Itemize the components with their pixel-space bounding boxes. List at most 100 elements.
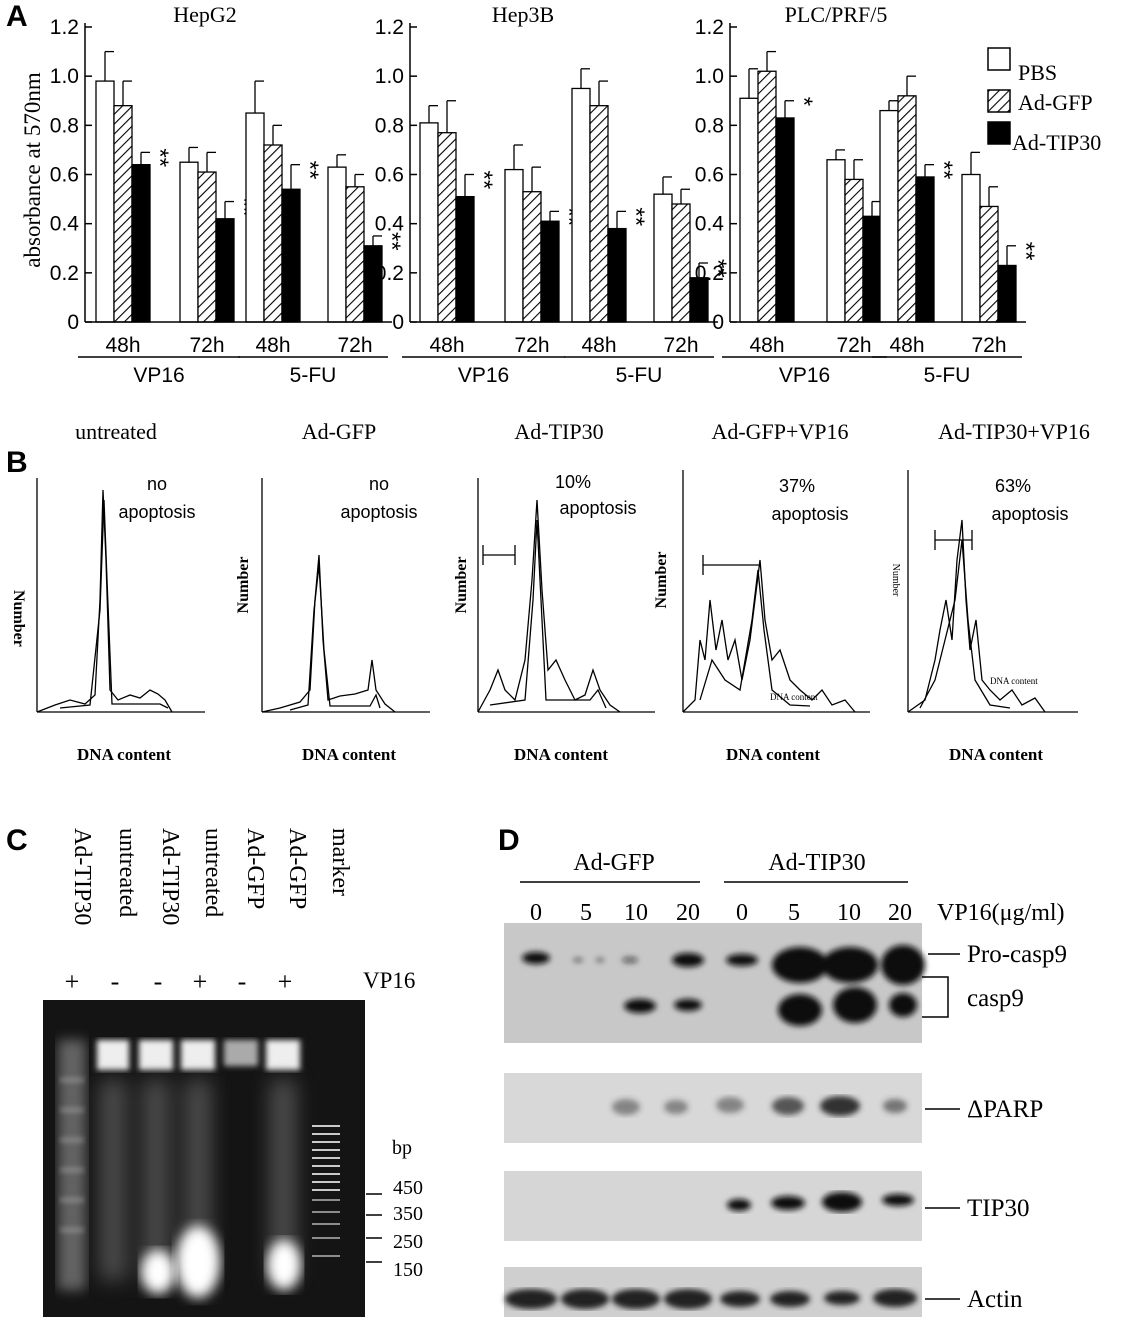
category-label: 72h [189, 334, 224, 357]
legend-adtip30: Ad-TIP30 [1012, 130, 1101, 155]
flow-inner-label-5: DNA content [990, 676, 1038, 686]
flow-xlabel-2: DNA content [302, 745, 396, 764]
significance-mark: ** [378, 232, 405, 251]
y-tick-label: 1.0 [375, 65, 404, 88]
legend-swatch-adtip30 [987, 121, 1011, 145]
bar-pbs [504, 168, 524, 323]
bar-ad-tip30 [131, 164, 151, 323]
western-label-procasp9: Pro-casp9 [967, 941, 1067, 968]
vp16-mark-2: - [111, 967, 120, 996]
chart-title: PLC/PRF/5 [785, 2, 888, 27]
category-label: 48h [749, 334, 784, 357]
legend-swatch-adgfp [987, 89, 1011, 113]
bar-ad-gfp [897, 95, 917, 323]
group-label: VP16 [458, 364, 509, 387]
y-tick-label: 0 [67, 311, 79, 334]
y-tick-label: 1.2 [375, 16, 404, 39]
bar-ad-gfp [197, 171, 217, 323]
gel-lane-label-4: untreated [200, 828, 226, 917]
dose-3: 10 [624, 900, 648, 926]
bar-pbs [95, 80, 115, 323]
gel-size-350: 350 [393, 1203, 423, 1225]
dose-2: 5 [580, 900, 592, 926]
bar-ad-gfp [263, 144, 283, 323]
panel-label-d: D [498, 824, 520, 857]
category-label: 48h [255, 334, 290, 357]
bar-pbs [179, 161, 199, 323]
category-label: 72h [514, 334, 549, 357]
gel-bp-label: bp [392, 1137, 412, 1159]
flow-ylabel-4: Number [653, 552, 670, 609]
flow-note1-2: no [369, 474, 389, 494]
flow-cytometry: untreated Ad-GFP Ad-TIP30 Ad-GFP+VP16 Ad… [10, 419, 1090, 764]
gel-vp16-marks: + - - + - + [65, 967, 293, 996]
flow-note1-5: 63% [995, 476, 1031, 496]
panel-label-b: B [6, 446, 28, 479]
bar-pbs [961, 173, 981, 323]
bar-ad-tip30 [997, 264, 1017, 323]
western-panel: Ad-GFP Ad-TIP30 0 5 10 20 0 5 10 20 VP16… [504, 850, 1067, 1317]
category-label: 48h [581, 334, 616, 357]
significance-mark: ** [296, 161, 323, 180]
bar-ad-gfp [437, 132, 457, 323]
y-tick-label: 0 [712, 311, 724, 334]
flow-title-5: Ad-TIP30+VP16 [938, 419, 1090, 444]
y-tick-label: 1.0 [695, 65, 724, 88]
gel-lane-label-1: Ad-TIP30 [69, 828, 95, 925]
western-dose-label: VP16(μg/ml) [937, 900, 1065, 926]
flow-xlabel-5: DNA content [949, 745, 1043, 764]
dose-7: 10 [837, 900, 861, 926]
bar-pbs [245, 112, 265, 323]
western-label-tip30: TIP30 [967, 1195, 1030, 1222]
flow-note2-3: apoptosis [559, 498, 636, 518]
bar-ad-gfp [522, 191, 542, 323]
western-label-parp: ΔPARP [967, 1096, 1043, 1123]
bar-ad-gfp [345, 186, 365, 323]
bar-ad-gfp [979, 205, 999, 323]
histogram-untreated [36, 478, 205, 713]
flow-ylabel-5: Number [890, 564, 901, 597]
bar-pbs [826, 159, 846, 323]
histogram-adtip30-vp16: DNA content [907, 470, 1078, 713]
bar-ad-gfp [589, 105, 609, 323]
flow-xlabel-4: DNA content [726, 745, 820, 764]
y-tick-label: 0.4 [695, 213, 725, 236]
bar-ad-tip30 [455, 195, 475, 323]
vp16-mark-5: - [238, 967, 247, 996]
category-label: 72h [663, 334, 698, 357]
bar-pbs [327, 166, 347, 323]
legend-pbs: PBS [1018, 60, 1057, 85]
bar-ad-tip30 [281, 188, 301, 323]
significance-mark: ** [146, 148, 173, 167]
y-tick-label: 0.6 [375, 164, 404, 187]
flow-note2-4: apoptosis [771, 504, 848, 524]
y-tick-label: 0.6 [695, 164, 724, 187]
bar-ad-tip30 [540, 220, 560, 323]
bar-ad-tip30 [862, 215, 882, 323]
flow-ylabel-1: Number [10, 590, 27, 647]
dose-5: 0 [736, 900, 748, 926]
bar-chart-2: 0 0.2 0.4 0.6 0.8 1.0 1.2 Hep3B ** 48h ** 72h ** 48h *… [375, 2, 731, 387]
y-tick-label: 0.4 [375, 213, 405, 236]
bar-ad-gfp [844, 178, 864, 323]
vp16-mark-3: - [154, 967, 163, 996]
gel-size-450: 450 [393, 1177, 423, 1199]
flow-note1-3: 10% [555, 472, 591, 492]
y-tick-label: 1.0 [50, 65, 79, 88]
y-tick-label: 0.6 [50, 164, 79, 187]
flow-title-3: Ad-TIP30 [514, 419, 603, 444]
flow-note2-5: apoptosis [991, 504, 1068, 524]
legend-adgfp: Ad-GFP [1018, 90, 1093, 115]
panel-label-c: C [6, 824, 28, 857]
gel-size-250: 250 [393, 1231, 423, 1253]
y-axis-label: absorbance at 570nm [20, 72, 45, 268]
category-label: 72h [971, 334, 1006, 357]
group-label: VP16 [779, 364, 830, 387]
legend-swatch-pbs [987, 47, 1011, 71]
western-group-1: Ad-GFP [573, 850, 654, 876]
western-label-casp9: casp9 [967, 985, 1024, 1012]
gel-size-labels: 450 350 250 150 [366, 1177, 423, 1281]
category-label: 72h [337, 334, 372, 357]
group-label: 5-FU [924, 364, 971, 387]
bar-charts: 0 0.2 0.4 0.6 0.8 1.0 1.2 HepG2 ** 48h ** 72h ** 48h *… [20, 2, 1039, 387]
